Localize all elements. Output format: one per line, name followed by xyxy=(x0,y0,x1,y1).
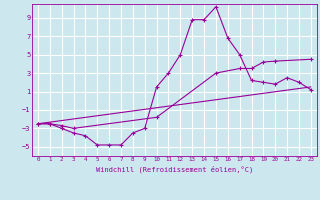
X-axis label: Windchill (Refroidissement éolien,°C): Windchill (Refroidissement éolien,°C) xyxy=(96,165,253,173)
